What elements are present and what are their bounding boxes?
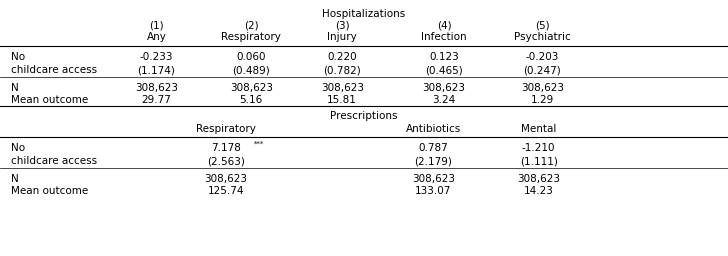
Text: childcare access: childcare access	[11, 65, 97, 75]
Text: 308,623: 308,623	[517, 174, 561, 184]
Text: (3): (3)	[335, 20, 349, 30]
Text: (0.247): (0.247)	[523, 65, 561, 75]
Text: 125.74: 125.74	[207, 186, 244, 196]
Text: Respiratory: Respiratory	[196, 124, 256, 134]
Text: 0.060: 0.060	[237, 52, 266, 62]
Text: (5): (5)	[535, 20, 550, 30]
Text: Hospitalizations: Hospitalizations	[323, 9, 405, 19]
Text: (0.465): (0.465)	[425, 65, 463, 75]
Text: ***: ***	[253, 141, 264, 147]
Text: Infection: Infection	[422, 32, 467, 42]
Text: 308,623: 308,623	[320, 83, 364, 93]
Text: 308,623: 308,623	[135, 83, 178, 93]
Text: 14.23: 14.23	[523, 186, 554, 196]
Text: 308,623: 308,623	[411, 174, 455, 184]
Text: 1.29: 1.29	[531, 95, 554, 105]
Text: (1): (1)	[149, 20, 164, 30]
Text: 308,623: 308,623	[229, 83, 273, 93]
Text: Mean outcome: Mean outcome	[11, 186, 88, 196]
Text: (2): (2)	[244, 20, 258, 30]
Text: Prescriptions: Prescriptions	[331, 111, 397, 121]
Text: 133.07: 133.07	[415, 186, 451, 196]
Text: No: No	[11, 52, 25, 62]
Text: -0.203: -0.203	[526, 52, 559, 62]
Text: (4): (4)	[437, 20, 451, 30]
Text: 308,623: 308,623	[422, 83, 466, 93]
Text: 29.77: 29.77	[141, 95, 172, 105]
Text: (2.563): (2.563)	[207, 156, 245, 166]
Text: (1.111): (1.111)	[520, 156, 558, 166]
Text: (0.489): (0.489)	[232, 65, 270, 75]
Text: N: N	[11, 174, 19, 184]
Text: (2.179): (2.179)	[414, 156, 452, 166]
Text: No: No	[11, 143, 25, 153]
Text: 3.24: 3.24	[432, 95, 456, 105]
Text: Mental: Mental	[521, 124, 556, 134]
Text: childcare access: childcare access	[11, 156, 97, 166]
Text: 0.787: 0.787	[419, 143, 448, 153]
Text: 308,623: 308,623	[521, 83, 564, 93]
Text: 7.178: 7.178	[210, 143, 241, 153]
Text: (1.174): (1.174)	[138, 65, 175, 75]
Text: 15.81: 15.81	[327, 95, 357, 105]
Text: Psychiatric: Psychiatric	[514, 32, 571, 42]
Text: Respiratory: Respiratory	[221, 32, 281, 42]
Text: N: N	[11, 83, 19, 93]
Text: -1.210: -1.210	[522, 143, 555, 153]
Text: 0.123: 0.123	[430, 52, 459, 62]
Text: 0.220: 0.220	[328, 52, 357, 62]
Text: 308,623: 308,623	[204, 174, 248, 184]
Text: Injury: Injury	[328, 32, 357, 42]
Text: 5.16: 5.16	[240, 95, 263, 105]
Text: Any: Any	[146, 32, 167, 42]
Text: -0.233: -0.233	[140, 52, 173, 62]
Text: (0.782): (0.782)	[323, 65, 361, 75]
Text: Antibiotics: Antibiotics	[405, 124, 461, 134]
Text: Mean outcome: Mean outcome	[11, 95, 88, 105]
